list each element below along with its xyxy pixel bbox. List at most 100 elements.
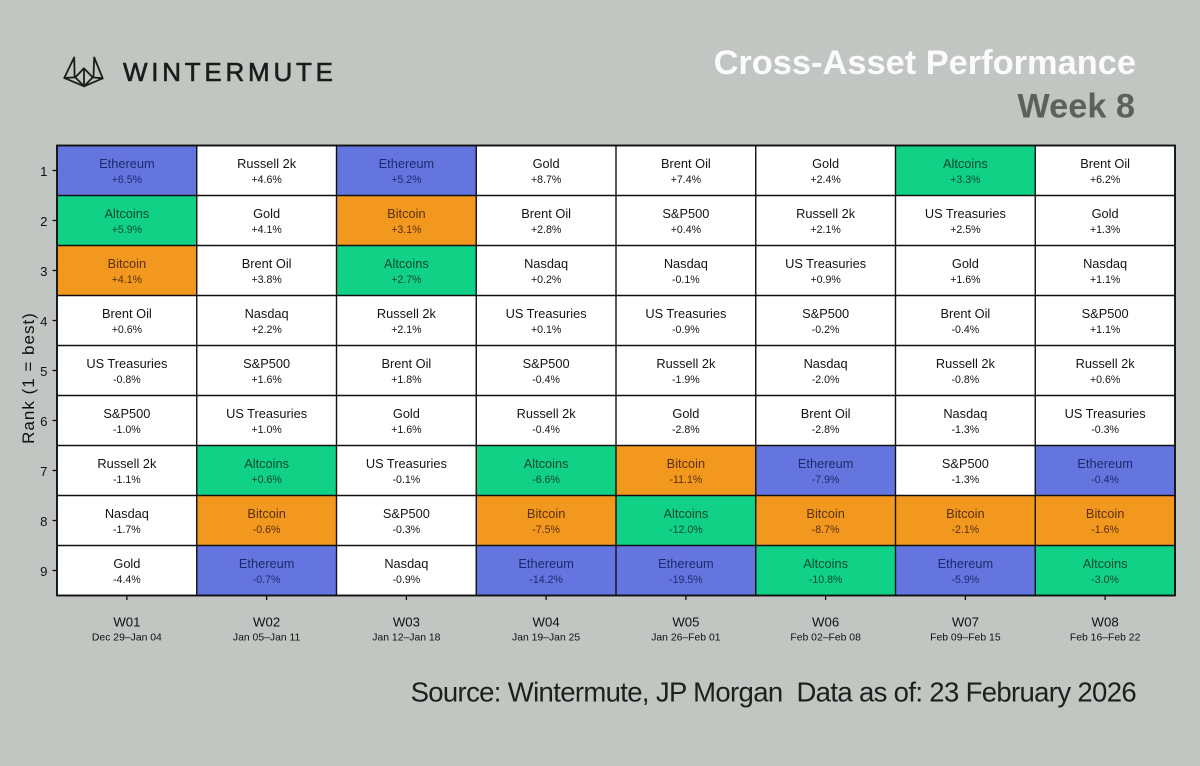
svg-text:+1.6%: +1.6% <box>251 374 282 386</box>
svg-text:+3.1%: +3.1% <box>391 224 422 236</box>
svg-text:Russell 2k: Russell 2k <box>517 406 577 421</box>
svg-text:Nasdaq: Nasdaq <box>105 506 149 521</box>
svg-text:-3.0%: -3.0% <box>1091 574 1119 586</box>
svg-text:-10.8%: -10.8% <box>809 574 843 586</box>
svg-text:Nasdaq: Nasdaq <box>524 256 568 271</box>
svg-text:-0.1%: -0.1% <box>393 474 421 486</box>
svg-text:Russell 2k: Russell 2k <box>936 356 996 371</box>
svg-text:Nasdaq: Nasdaq <box>943 406 987 421</box>
svg-text:Ethereum: Ethereum <box>239 556 294 571</box>
svg-text:W04: W04 <box>533 615 560 630</box>
svg-text:-0.3%: -0.3% <box>1091 424 1119 436</box>
svg-text:W08: W08 <box>1092 615 1119 630</box>
svg-text:4: 4 <box>40 314 47 329</box>
svg-text:WINTERMUTE: WINTERMUTE <box>123 57 337 87</box>
svg-text:S&P500: S&P500 <box>942 456 989 471</box>
svg-text:-7.9%: -7.9% <box>812 474 840 486</box>
svg-text:Feb 16–Feb 22: Feb 16–Feb 22 <box>1070 633 1141 644</box>
svg-text:+0.9%: +0.9% <box>810 274 841 286</box>
svg-text:-0.2%: -0.2% <box>812 324 840 336</box>
svg-text:-5.9%: -5.9% <box>952 574 980 586</box>
svg-text:Nasdaq: Nasdaq <box>664 256 708 271</box>
svg-text:Gold: Gold <box>393 406 420 421</box>
svg-text:Jan 19–Jan 25: Jan 19–Jan 25 <box>512 633 580 644</box>
svg-text:6: 6 <box>40 414 47 429</box>
svg-text:-2.0%: -2.0% <box>812 374 840 386</box>
svg-text:S&P500: S&P500 <box>243 356 290 371</box>
svg-text:-0.8%: -0.8% <box>113 374 141 386</box>
svg-text:+0.6%: +0.6% <box>112 324 143 336</box>
svg-text:+1.3%: +1.3% <box>1090 224 1121 236</box>
svg-text:Ethereum: Ethereum <box>658 556 713 571</box>
svg-text:Gold: Gold <box>113 556 140 571</box>
svg-text:Brent Oil: Brent Oil <box>381 356 431 371</box>
svg-text:W05: W05 <box>672 615 699 630</box>
svg-text:+2.1%: +2.1% <box>810 224 841 236</box>
svg-text:+2.2%: +2.2% <box>251 324 282 336</box>
svg-text:Altcoins: Altcoins <box>384 256 429 271</box>
svg-text:Altcoins: Altcoins <box>803 556 848 571</box>
svg-text:Nasdaq: Nasdaq <box>1083 256 1127 271</box>
svg-text:US Treasuries: US Treasuries <box>925 206 1006 221</box>
svg-text:Jan 05–Jan 11: Jan 05–Jan 11 <box>233 633 301 644</box>
svg-text:5: 5 <box>40 364 47 379</box>
svg-text:+4.1%: +4.1% <box>251 224 282 236</box>
svg-text:9: 9 <box>40 564 47 579</box>
svg-text:Bitcoin: Bitcoin <box>946 506 984 521</box>
svg-text:1: 1 <box>40 164 47 179</box>
svg-text:-1.9%: -1.9% <box>672 374 700 386</box>
svg-text:Altcoins: Altcoins <box>524 456 569 471</box>
svg-text:Dec 29–Jan 04: Dec 29–Jan 04 <box>92 633 162 644</box>
svg-text:+1.6%: +1.6% <box>391 424 422 436</box>
svg-text:+0.2%: +0.2% <box>531 274 562 286</box>
svg-text:Cross-Asset Performance: Cross-Asset Performance <box>714 44 1136 82</box>
svg-text:Ethereum: Ethereum <box>518 556 573 571</box>
svg-text:Gold: Gold <box>812 156 839 171</box>
svg-text:+5.9%: +5.9% <box>112 224 143 236</box>
svg-text:US Treasuries: US Treasuries <box>366 456 447 471</box>
svg-text:Brent Oil: Brent Oil <box>661 156 711 171</box>
svg-text:-0.8%: -0.8% <box>952 374 980 386</box>
svg-text:US Treasuries: US Treasuries <box>226 406 307 421</box>
svg-text:Jan 26–Feb 01: Jan 26–Feb 01 <box>651 633 721 644</box>
svg-text:W02: W02 <box>253 615 280 630</box>
svg-text:3: 3 <box>40 264 47 279</box>
svg-text:Altcoins: Altcoins <box>1083 556 1128 571</box>
svg-text:+8.7%: +8.7% <box>531 174 562 186</box>
svg-text:8: 8 <box>40 514 47 529</box>
svg-text:Ethereum: Ethereum <box>938 556 993 571</box>
svg-text:+1.8%: +1.8% <box>391 374 422 386</box>
svg-text:S&P500: S&P500 <box>802 306 849 321</box>
svg-text:Nasdaq: Nasdaq <box>804 356 848 371</box>
svg-text:+2.7%: +2.7% <box>391 274 422 286</box>
svg-text:-2.8%: -2.8% <box>672 424 700 436</box>
svg-text:-0.4%: -0.4% <box>952 324 980 336</box>
svg-text:Russell 2k: Russell 2k <box>656 356 716 371</box>
svg-text:+4.1%: +4.1% <box>112 274 143 286</box>
svg-text:W03: W03 <box>393 615 420 630</box>
svg-text:Altcoins: Altcoins <box>663 506 708 521</box>
svg-text:Bitcoin: Bitcoin <box>108 256 146 271</box>
svg-text:Bitcoin: Bitcoin <box>806 506 844 521</box>
svg-text:Bitcoin: Bitcoin <box>1086 506 1124 521</box>
svg-text:-0.1%: -0.1% <box>672 274 700 286</box>
svg-text:+3.8%: +3.8% <box>251 274 282 286</box>
svg-text:+2.1%: +2.1% <box>391 324 422 336</box>
svg-text:+5.2%: +5.2% <box>391 174 422 186</box>
svg-text:Nasdaq: Nasdaq <box>245 306 289 321</box>
svg-text:-11.1%: -11.1% <box>669 474 702 486</box>
svg-text:Gold: Gold <box>253 206 280 221</box>
svg-text:+1.1%: +1.1% <box>1090 324 1121 336</box>
svg-text:+7.4%: +7.4% <box>671 174 702 186</box>
svg-text:+0.6%: +0.6% <box>251 474 282 486</box>
svg-text:Rank (1 = best): Rank (1 = best) <box>19 312 38 444</box>
svg-text:US Treasuries: US Treasuries <box>645 306 726 321</box>
svg-text:-1.3%: -1.3% <box>952 424 980 436</box>
svg-text:Bitcoin: Bitcoin <box>667 456 705 471</box>
svg-text:+2.4%: +2.4% <box>810 174 841 186</box>
svg-text:-1.3%: -1.3% <box>952 474 980 486</box>
svg-text:-12.0%: -12.0% <box>669 524 703 536</box>
svg-text:Gold: Gold <box>672 406 699 421</box>
svg-text:Brent Oil: Brent Oil <box>1080 156 1130 171</box>
svg-text:Gold: Gold <box>952 256 979 271</box>
